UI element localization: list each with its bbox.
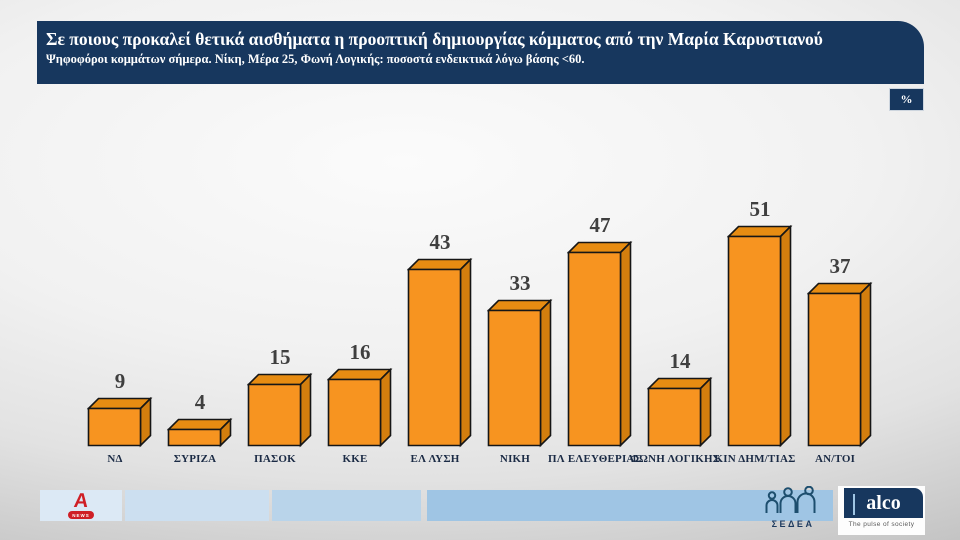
bar-category-label: ΠΛ ΕΛΕΥΘΕΡΙΑΣ <box>548 453 642 465</box>
bar-category-label: ΣΥΡΙΖΑ <box>173 453 217 465</box>
alco-tagline: The pulse of society <box>848 521 915 528</box>
bar-value-label: 16 <box>349 340 371 364</box>
footer-panel-3 <box>272 490 421 521</box>
alpha-letter-icon: A <box>72 490 90 512</box>
header-banner: Σε ποιους προκαλεί θετικά αισθήματα η πρ… <box>37 21 924 84</box>
alpha-news-badge: NEWS <box>68 511 94 519</box>
bar-icon <box>566 240 633 448</box>
bar-group-ΠΛ ΕΛΕΥΘΕΡΙΑΣ <box>566 240 633 453</box>
bar-category-label: ΦΩΝΗ ΛΟΓΙΚΗΣ <box>629 453 721 465</box>
bar-category-label: ΑΝ/ΤΟΙ <box>814 453 856 465</box>
bar-value-label: 51 <box>749 197 771 221</box>
percent-unit-badge: % <box>889 88 924 111</box>
bar-icon <box>646 376 713 448</box>
alco-logo-box: alco <box>844 488 923 518</box>
bar-group-ΠΑΣΟΚ <box>246 372 313 453</box>
bar-value-label: 4 <box>194 390 206 414</box>
alco-name: alco <box>866 492 901 514</box>
bar-group-ΚΚΕ <box>326 367 393 453</box>
sedea-label: ΣΕΔΕΑ <box>771 519 815 529</box>
alpha-news-logo: A NEWS <box>63 490 99 519</box>
bar-icon <box>406 257 473 448</box>
sedea-people-icon <box>765 485 816 513</box>
bar-value-label: 9 <box>114 369 126 393</box>
bar-group-ΣΥΡΙΖΑ <box>166 417 233 453</box>
sedea-logo: ΣΕΔΕΑ <box>761 485 825 529</box>
bar-group-ΝΙΚΗ <box>486 298 553 453</box>
bar-group-ΝΔ <box>86 396 153 453</box>
bar-value-label: 47 <box>589 213 611 237</box>
alco-accent-bar <box>853 494 855 515</box>
bar-value-label: 37 <box>829 254 851 278</box>
footer-panel-2 <box>125 490 269 521</box>
bar-category-label: ΠΑΣΟΚ <box>254 453 296 465</box>
bar-category-label: ΚΙΝ ΔΗΜ/ΤΙΑΣ <box>714 453 796 465</box>
bar-group-ΕΛ ΛΥΣΗ <box>406 257 473 453</box>
bar-icon <box>326 367 393 448</box>
bar-category-label: ΕΛ ΛΥΣΗ <box>410 453 460 465</box>
bar-icon <box>806 281 873 448</box>
bar-value-label: 14 <box>669 349 691 373</box>
bar-category-label: ΝΔ <box>107 453 123 465</box>
bar-group-ΦΩΝΗ ΛΟΓΙΚΗΣ <box>646 376 713 453</box>
bar-category-label: ΚΚΕ <box>342 453 368 465</box>
bar-icon <box>486 298 553 448</box>
bar-icon <box>726 224 793 448</box>
bar-icon <box>86 396 153 448</box>
footer-panel-4 <box>427 490 833 521</box>
bar-group-ΑΝ/ΤΟΙ <box>806 281 873 453</box>
alco-logo: alco The pulse of society <box>838 486 925 535</box>
bar-group-ΚΙΝ ΔΗΜ/ΤΙΑΣ <box>726 224 793 453</box>
bar-value-label: 15 <box>269 345 291 369</box>
bar-value-label: 43 <box>429 230 451 254</box>
bar-icon <box>166 417 233 448</box>
bar-icon <box>246 372 313 448</box>
chart-subtitle: Ψηφοφόροι κομμάτων σήμερα. Νίκη, Μέρα 25… <box>46 52 585 67</box>
bar-value-label: 33 <box>509 271 531 295</box>
bar-category-label: ΝΙΚΗ <box>499 453 531 465</box>
chart-title: Σε ποιους προκαλεί θετικά αισθήματα η πρ… <box>46 29 823 49</box>
